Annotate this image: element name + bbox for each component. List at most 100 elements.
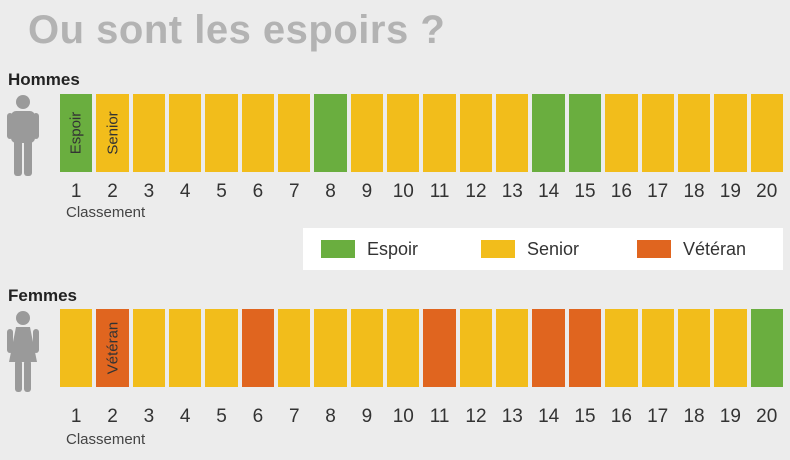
rank-label: 13 [501,181,523,202]
cell-hommes-14 [532,94,565,172]
cell-hommes-19 [714,94,747,172]
legend-swatch-senior [481,240,515,258]
rank-label: 17 [647,406,669,427]
rank-label: 6 [252,406,264,427]
group-label-hommes: Hommes [8,70,80,89]
rank-label: 6 [252,181,264,202]
rank-label: 4 [179,406,191,427]
rank-label: 2 [107,406,118,427]
legend-label-veteran: Vétéran [683,238,747,259]
rank-label: 14 [538,406,560,427]
rank-label: 1 [70,406,82,427]
row-hommes: Espoir Senior [60,94,783,172]
rank-label: 10 [392,181,414,202]
rank-label: 19 [719,181,741,202]
rank-label: 10 [392,406,414,427]
cell-hommes-5 [205,94,238,172]
rank-label: 13 [501,406,523,427]
row-femmes: Vétéran [60,309,783,387]
cell-femmes-16 [605,309,638,387]
rank-label: 12 [465,181,487,202]
cell-hommes-16 [605,94,638,172]
cell-label: Senior [104,111,122,155]
rank-label: 7 [288,406,300,427]
cell-femmes-18 [677,309,711,387]
legend-item-senior: Senior [481,228,579,270]
rank-label: 20 [756,181,778,202]
cell-hommes-11 [423,94,456,172]
rank-label: 5 [216,406,227,427]
group-label-femmes: Femmes [8,286,77,305]
legend-item-espoir: Espoir [321,228,418,270]
legend-swatch-espoir [321,240,355,258]
rank-label: 8 [325,181,336,202]
rank-label: 19 [719,406,741,427]
cell-label: Vétéran [104,321,122,375]
rank-axis-hommes: 1 2 3 4 5 6 7 8 9 10 11 12 13 14 15 16 17 18 19 20 [60,181,783,203]
rank-label: 14 [538,181,560,202]
cell-femmes-19 [714,309,747,387]
rank-label: 3 [143,406,155,427]
cell-femmes-13 [496,309,529,387]
cell-hommes-20 [750,94,783,172]
cell-femmes-4 [169,309,202,387]
cell-hommes-12 [459,94,493,172]
axis-caption-femmes: Classement [66,431,146,448]
cell-femmes-17 [641,309,674,387]
cell-hommes-6 [241,94,275,172]
cell-label: Espoir [67,111,85,155]
rank-label: 3 [143,181,155,202]
cell-hommes-13 [496,94,529,172]
cell-femmes-3 [132,309,166,387]
rank-label: 9 [361,406,373,427]
cell-hommes-8 [314,94,347,172]
axis-caption-hommes: Classement [66,204,146,221]
cell-femmes-20 [750,309,783,387]
rank-label: 17 [647,181,669,202]
cell-femmes-15 [568,309,602,387]
cell-femmes-11 [423,309,456,387]
cell-hommes-17 [641,94,674,172]
cell-femmes-1 [60,309,93,387]
cell-femmes-10 [387,309,420,387]
chart-title: Ou sont les espoirs ? [28,8,446,52]
cell-femmes-12 [459,309,493,387]
rank-label: 18 [683,181,705,202]
cell-hommes-18 [677,94,711,172]
rank-label: 11 [429,181,450,202]
rank-label: 4 [179,181,191,202]
rank-label: 16 [610,181,632,202]
rank-label: 15 [574,181,596,202]
rank-label: 5 [216,181,227,202]
cell-hommes-4 [169,94,202,172]
rank-label: 9 [361,181,373,202]
cell-femmes-2: Vétéran [96,309,129,387]
rank-label: 16 [610,406,632,427]
cell-hommes-3 [132,94,166,172]
rank-axis-femmes: 1 2 3 4 5 6 7 8 9 10 11 12 13 14 15 16 17 18 19 20 [60,406,783,428]
rank-label: 7 [288,181,300,202]
cell-hommes-10 [387,94,420,172]
woman-icon [7,311,39,392]
cell-hommes-9 [350,94,384,172]
rank-label: 1 [70,181,82,202]
cell-hommes-7 [278,94,311,172]
cell-femmes-8 [314,309,347,387]
rank-label: 11 [429,406,450,427]
rank-label: 20 [756,406,778,427]
rank-label: 12 [465,406,487,427]
cell-hommes-15 [568,94,602,172]
rank-label: 8 [325,406,336,427]
cell-femmes-14 [532,309,565,387]
man-icon [7,95,39,176]
rank-label: 18 [683,406,705,427]
legend-swatch-veteran [637,240,671,258]
legend: Espoir Senior Vétéran [303,228,783,270]
rank-label: 2 [107,181,118,202]
rank-label: 15 [574,406,596,427]
cell-femmes-9 [350,309,384,387]
cell-femmes-6 [241,309,275,387]
cell-femmes-7 [278,309,311,387]
legend-label-espoir: Espoir [367,238,419,259]
legend-item-veteran: Vétéran [637,228,746,270]
